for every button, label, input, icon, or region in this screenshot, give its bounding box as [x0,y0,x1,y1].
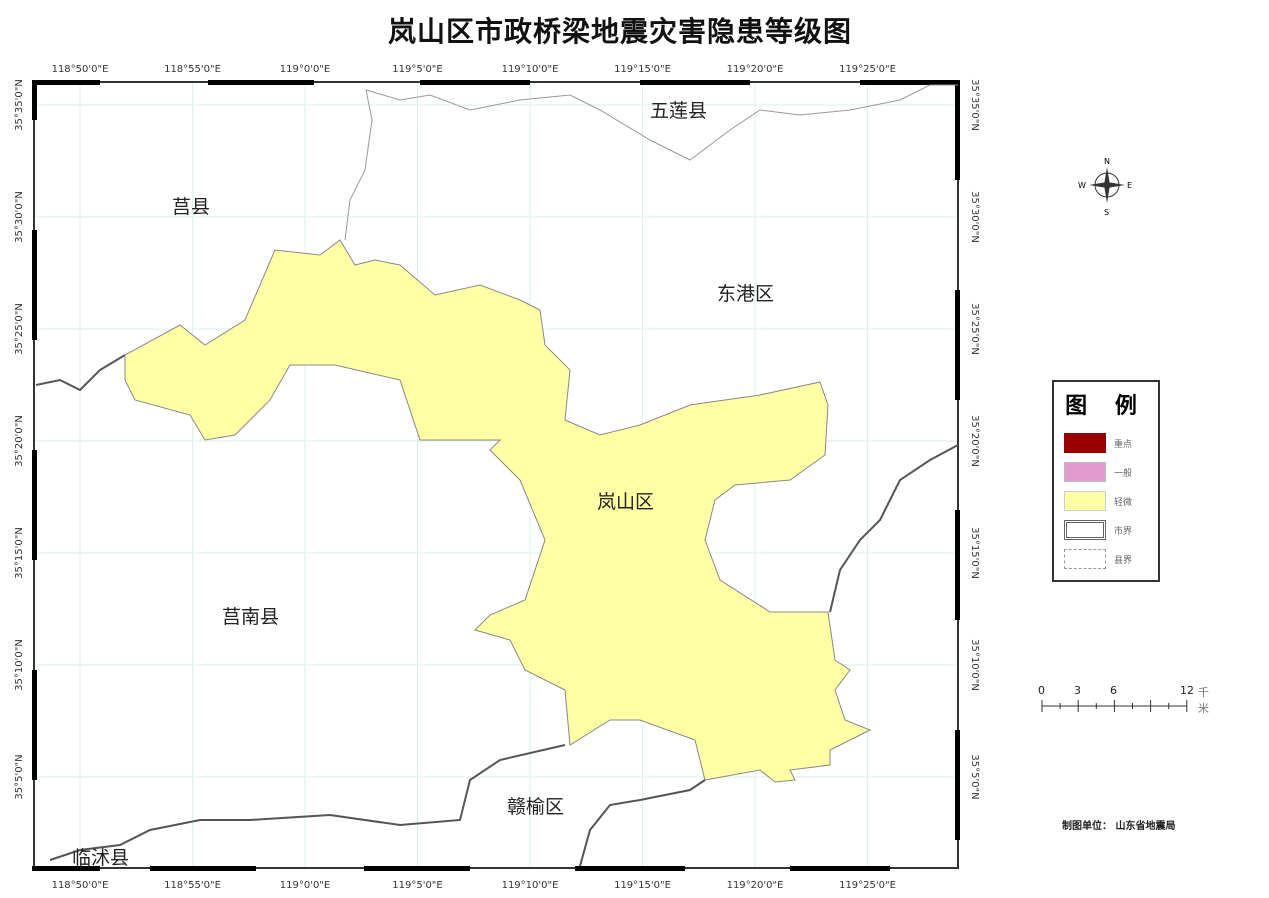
lat-label: 35°20'0"N [14,415,25,467]
lat-label: 35°10'0"N [969,639,980,691]
legend-item-minor: 轻微 [1064,490,1132,512]
lon-label: 118°55'0"E [164,64,221,75]
lat-label: 35°30'0"N [14,191,25,243]
label-juxian: 莒县 [172,196,210,218]
legend-item-major: 重点 [1064,432,1132,454]
lat-label: 35°35'0"N [969,79,980,131]
frame-bars [32,80,960,871]
lon-label: 119°25'0"E [839,880,896,891]
legend-item-county-boundary: 县界 [1064,548,1132,570]
lat-label: 35°15'0"N [969,527,980,579]
lat-label: 35°35'0"N [14,79,25,131]
lanshan-region[interactable] [124,239,872,783]
lon-label: 119°0'0"E [280,880,330,891]
lon-label: 119°5'0"E [392,880,442,891]
label-linshu: 临沭县 [72,847,129,869]
lat-label: 35°20'0"N [969,415,980,467]
legend-item-city-boundary: 市界 [1064,519,1132,541]
map-title: 岚山区市政桥梁地震灾害隐患等级图 [387,15,852,48]
svg-text:S: S [1104,208,1109,217]
lon-label: 119°15'0"E [614,880,671,891]
lat-label: 35°15'0"N [14,527,25,579]
compass-icon: N S E W [1078,157,1132,217]
label-ganyu: 赣榆区 [507,796,564,818]
label-lanshan: 岚山区 [597,491,654,513]
credit: 制图单位： 山东省地震局 [1062,821,1176,832]
lon-label: 119°20'0"E [727,64,784,75]
svg-text:W: W [1078,181,1086,190]
legend: 图 例 重点 一般 轻微 市界 县界 [1052,380,1160,582]
lon-label: 119°10'0"E [502,880,559,891]
lon-label: 118°55'0"E [164,880,221,891]
label-junan: 莒南县 [222,606,279,628]
lon-label: 118°50'0"E [52,880,109,891]
lon-label: 119°25'0"E [839,64,896,75]
lat-label: 35°30'0"N [969,191,980,243]
lat-label: 35°5'0"N [969,754,980,799]
svg-text:E: E [1127,181,1132,190]
lat-label: 35°25'0"N [14,303,25,355]
label-wulian: 五莲县 [650,100,707,122]
map-frame: 五莲县 莒县 东港区 岚山区 莒南县 赣榆区 临沭县 118°50'0"E 118… [14,64,980,891]
svg-text:N: N [1104,157,1110,166]
lat-label: 35°10'0"N [14,639,25,691]
lon-label: 118°50'0"E [52,64,109,75]
city-boundaries [35,354,959,867]
lat-label: 35°25'0"N [969,303,980,355]
label-donggang: 东港区 [717,283,774,305]
lon-label: 119°0'0"E [280,64,330,75]
lon-label: 119°10'0"E [502,64,559,75]
lon-label: 119°20'0"E [727,880,784,891]
legend-item-general: 一般 [1064,461,1132,483]
lat-label: 35°5'0"N [14,754,25,799]
lon-label: 119°15'0"E [614,64,671,75]
region-labels: 五莲县 莒县 东港区 岚山区 莒南县 赣榆区 临沭县 [72,100,774,869]
legend-title: 图 例 [1065,394,1147,419]
lon-label: 119°5'0"E [392,64,442,75]
